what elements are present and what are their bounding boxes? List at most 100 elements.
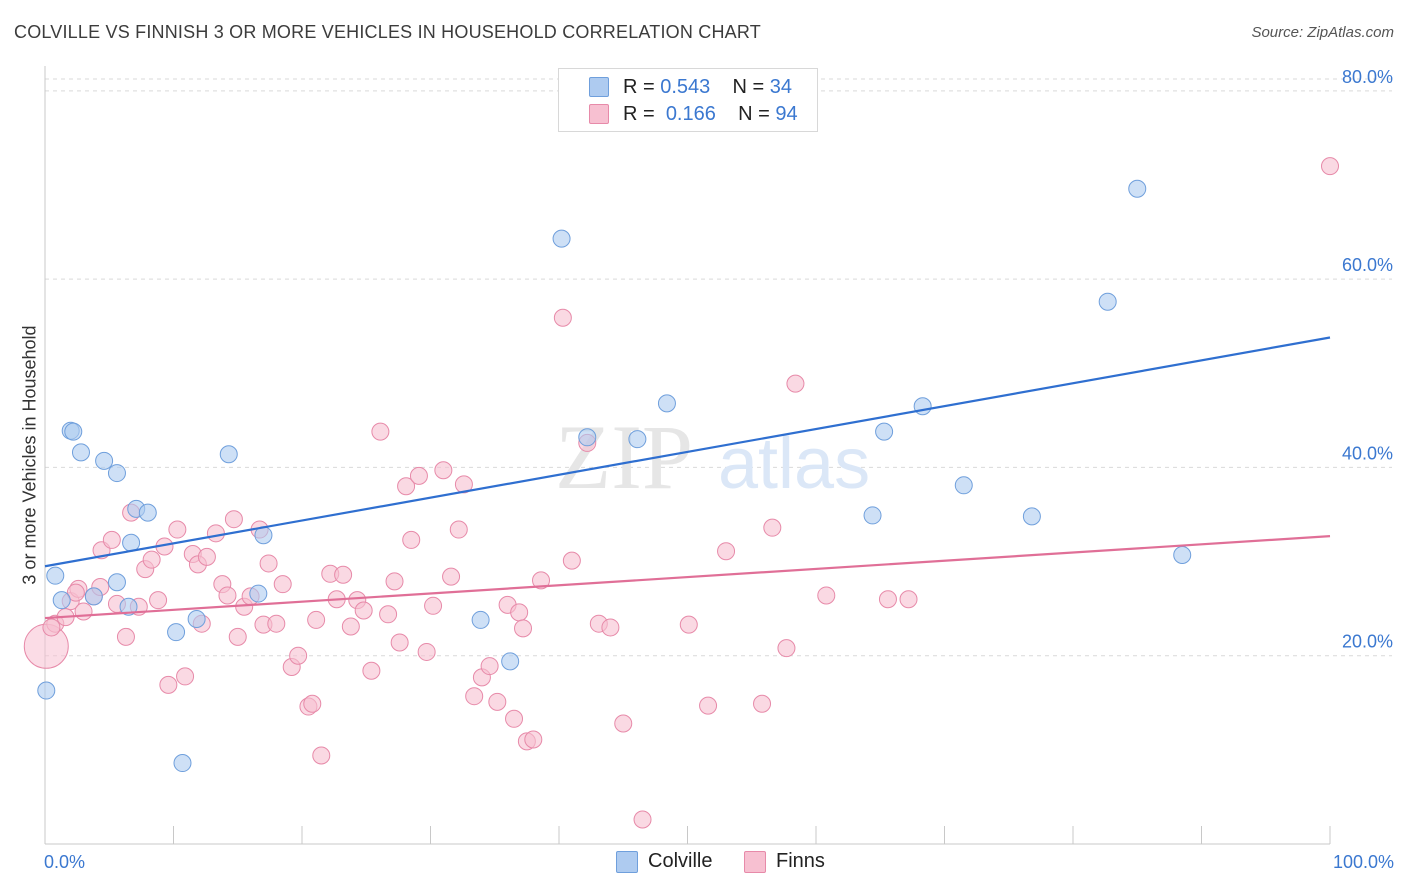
finns-point[interactable] (259, 554, 278, 573)
finns-point[interactable] (514, 619, 533, 638)
legend-item-finns[interactable]: Finns (744, 850, 825, 873)
finns-point[interactable] (267, 614, 286, 633)
colville-point[interactable] (501, 652, 520, 671)
colville-point[interactable] (84, 587, 103, 606)
finns-point[interactable] (218, 586, 237, 605)
colville-point[interactable] (1128, 179, 1147, 198)
colville-point[interactable] (578, 428, 597, 447)
colville-point[interactable] (46, 566, 65, 585)
finns-point[interactable] (354, 601, 373, 620)
finns-point[interactable] (679, 615, 698, 634)
finns-point[interactable] (273, 575, 292, 594)
finns-point[interactable] (228, 627, 247, 646)
finns-point[interactable] (102, 530, 121, 549)
finns-point[interactable] (397, 477, 416, 496)
colville-point[interactable] (471, 610, 490, 629)
finns-point[interactable] (488, 692, 507, 711)
finns-point[interactable] (465, 687, 484, 706)
colville-point[interactable] (167, 623, 186, 642)
colville-point[interactable] (875, 422, 894, 441)
finns-point[interactable] (1321, 157, 1339, 176)
colville-point[interactable] (71, 443, 90, 462)
colville-point[interactable] (657, 394, 676, 413)
finns-point[interactable] (312, 746, 331, 765)
finns-point[interactable] (385, 572, 404, 591)
finns-point[interactable] (786, 374, 805, 393)
finns-point[interactable] (66, 583, 85, 602)
finns-point[interactable] (197, 547, 216, 566)
finns-point[interactable] (878, 590, 897, 609)
finns-point[interactable] (168, 520, 187, 539)
colville-swatch (589, 77, 609, 97)
finns-point[interactable] (777, 639, 796, 658)
finns-point[interactable] (633, 810, 652, 829)
colville-point[interactable] (173, 754, 192, 773)
colville-point[interactable] (64, 422, 83, 441)
finns-point[interactable] (116, 627, 135, 646)
colville-point[interactable] (138, 503, 157, 522)
colville-point[interactable] (107, 464, 126, 483)
finns-point[interactable] (379, 605, 398, 624)
colville-point[interactable] (954, 476, 973, 495)
finns-point[interactable] (763, 518, 782, 537)
finns-point[interactable] (390, 633, 409, 652)
colville-point[interactable] (119, 597, 138, 616)
y-tick-label: 80.0% (1342, 67, 1393, 87)
finns-point[interactable] (614, 714, 633, 733)
colville-point[interactable] (95, 451, 114, 470)
finns-point[interactable] (442, 567, 461, 586)
finns-point[interactable] (699, 696, 718, 715)
finns-point[interactable] (454, 475, 473, 494)
colville-point[interactable] (863, 506, 882, 525)
colville-point[interactable] (52, 591, 71, 610)
colville-point[interactable] (219, 445, 238, 464)
colville-point[interactable] (249, 584, 268, 603)
legend-item-colville[interactable]: Colville (616, 850, 712, 873)
colville-point[interactable] (1173, 545, 1192, 564)
finns-point[interactable] (142, 550, 161, 569)
finns-point[interactable] (434, 461, 453, 480)
finns-point[interactable] (42, 618, 61, 637)
finns-point[interactable] (159, 675, 178, 694)
colville-point[interactable] (1022, 507, 1041, 526)
finns-point[interactable] (341, 617, 360, 636)
finns-point[interactable] (334, 565, 353, 584)
finns-point[interactable] (717, 542, 736, 561)
finns-point[interactable] (601, 618, 620, 637)
finns-point[interactable] (409, 466, 428, 485)
finns-point[interactable] (562, 551, 581, 570)
colville-point[interactable] (1098, 292, 1117, 311)
finns-point[interactable] (417, 642, 436, 661)
finns-point[interactable] (553, 308, 572, 327)
finns-point[interactable] (289, 646, 308, 665)
finns-point[interactable] (424, 596, 443, 615)
finns-point[interactable] (224, 510, 243, 529)
finns-point[interactable] (74, 602, 93, 621)
finns-point[interactable] (149, 591, 168, 610)
finns-point[interactable] (303, 694, 322, 713)
finns-point[interactable] (532, 571, 551, 590)
finns-point[interactable] (480, 657, 499, 676)
colville-point[interactable] (122, 533, 141, 552)
finns-trend-line (44, 535, 1331, 620)
legend-label-colville: Colville (648, 850, 713, 872)
colville-point[interactable] (107, 573, 126, 592)
colville-point[interactable] (187, 609, 206, 628)
finns-point[interactable] (817, 586, 836, 605)
finns-point[interactable] (362, 661, 381, 680)
finns-point[interactable] (524, 730, 543, 749)
legend-row-finns: R = 0.166 N = 94 (559, 101, 798, 127)
finns-point[interactable] (206, 524, 225, 543)
finns-point[interactable] (505, 709, 524, 728)
colville-point[interactable] (37, 681, 56, 700)
finns-point[interactable] (899, 590, 918, 609)
finns-point[interactable] (402, 530, 421, 549)
colville-point[interactable] (628, 430, 647, 449)
finns-point[interactable] (307, 610, 326, 629)
finns-point[interactable] (753, 694, 772, 713)
finns-point[interactable] (510, 603, 529, 622)
finns-point[interactable] (371, 422, 390, 441)
finns-point[interactable] (449, 520, 468, 539)
finns-point[interactable] (176, 667, 195, 686)
colville-point[interactable] (552, 229, 571, 248)
